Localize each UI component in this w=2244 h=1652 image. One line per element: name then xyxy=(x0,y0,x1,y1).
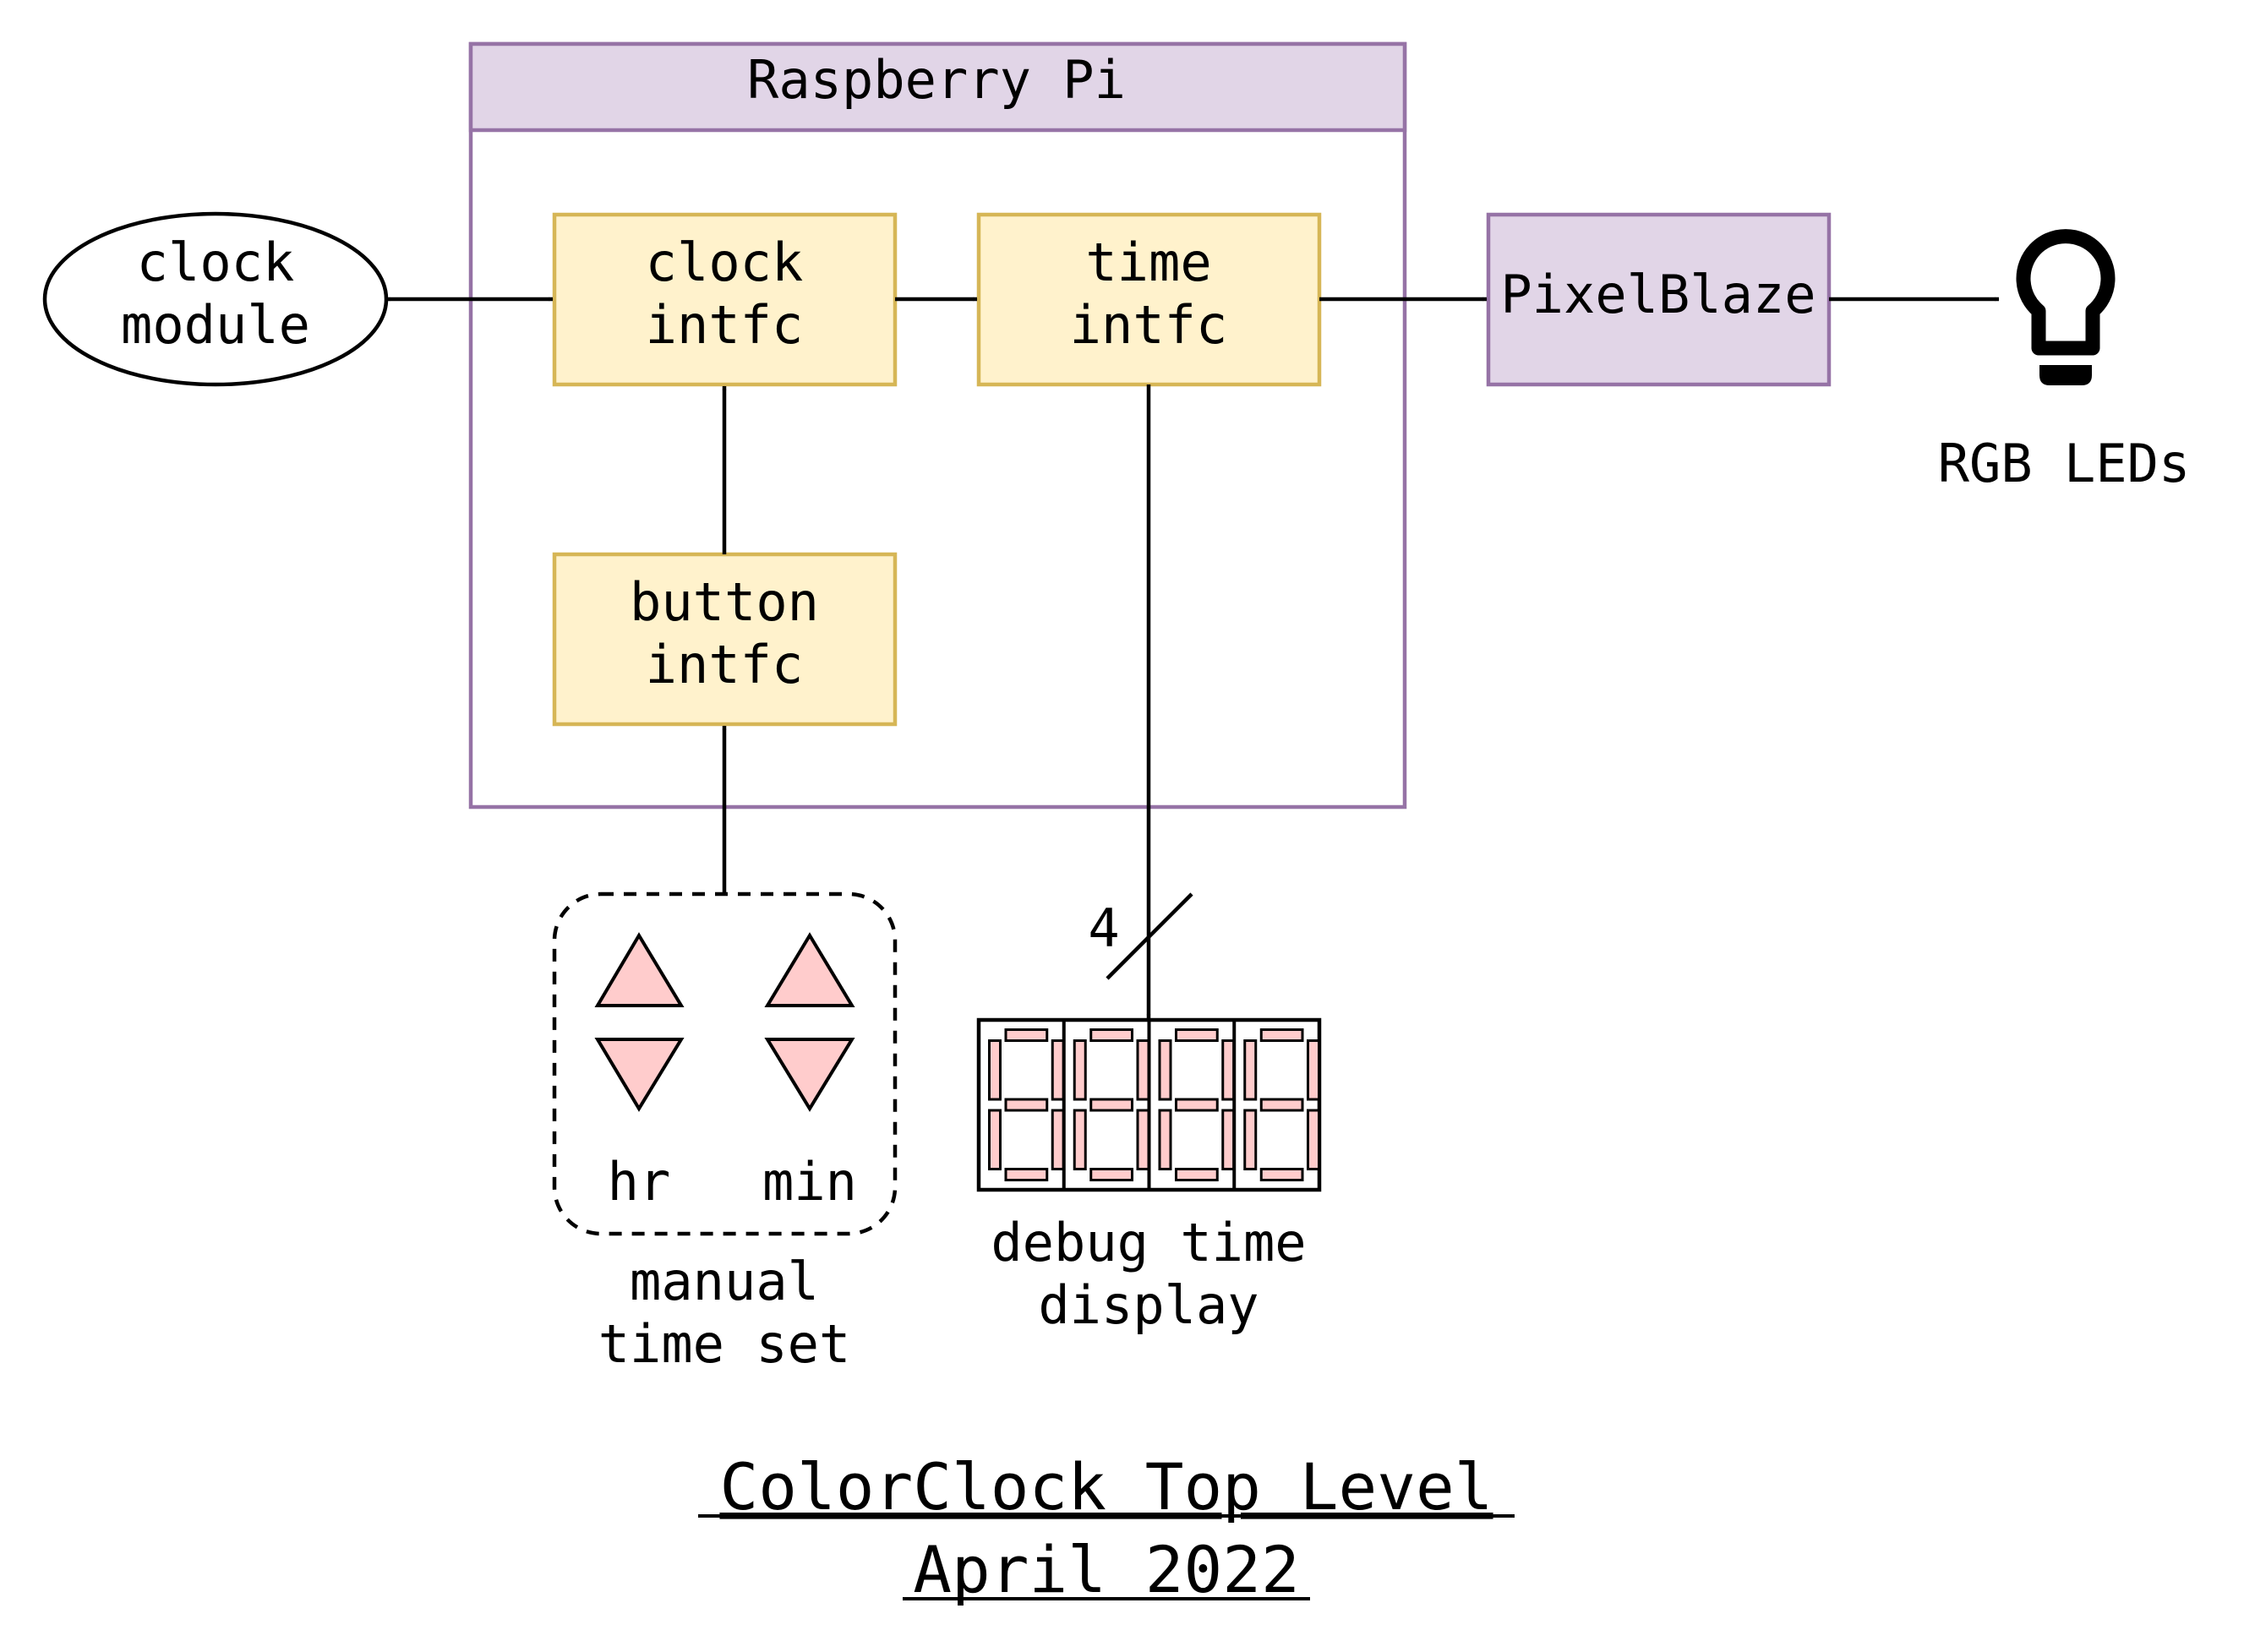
hr-down-button[interactable] xyxy=(594,1038,685,1112)
digit-segment xyxy=(1136,1109,1150,1170)
digit-segment xyxy=(1307,1109,1320,1170)
digit-segment xyxy=(1089,1028,1133,1042)
hr-label: hr xyxy=(608,1151,671,1213)
manual-time-set-caption-2: time set xyxy=(598,1313,851,1375)
seven-segment-display xyxy=(976,1017,1322,1192)
digit-segment xyxy=(1004,1098,1049,1112)
digit-segment xyxy=(988,1109,1002,1170)
digit-segment xyxy=(988,1039,1002,1101)
digit-segment xyxy=(1089,1168,1133,1181)
digit-segment xyxy=(1221,1039,1236,1101)
digit-segment xyxy=(1175,1028,1219,1042)
digit-segment xyxy=(1243,1109,1258,1170)
seven-segment-digit xyxy=(988,1028,1065,1181)
debug-display-caption-1: debug time xyxy=(991,1212,1306,1273)
raspberry-pi-header xyxy=(468,41,1407,133)
button-intfc-label-2: intfc xyxy=(646,634,804,695)
min-down-button[interactable] xyxy=(764,1038,855,1112)
clock-module-label-2: module xyxy=(121,294,310,356)
digit-segment xyxy=(1051,1109,1065,1170)
digit-segment xyxy=(1158,1039,1172,1101)
button-intfc-label-1: button xyxy=(630,571,819,633)
pixelblaze-block: PixelBlaze xyxy=(1486,212,1832,387)
time-intfc-label-2: intfc xyxy=(1070,294,1228,356)
digit-segment xyxy=(1051,1039,1065,1101)
digit-segment xyxy=(1243,1039,1258,1101)
rgb-leds-label: RGB LEDs xyxy=(1938,433,2191,494)
digit-segment xyxy=(1175,1168,1219,1181)
bus-width-label: 4 xyxy=(1088,897,1119,959)
min-label: min xyxy=(762,1151,857,1213)
digit-segment xyxy=(1136,1039,1150,1101)
digit-segment xyxy=(1004,1168,1049,1181)
digit-segment xyxy=(1221,1109,1236,1170)
digit-segment xyxy=(1175,1098,1219,1112)
seven-segment-digit xyxy=(1158,1028,1236,1181)
raspberry-pi-title: Raspberry Pi xyxy=(747,49,1126,111)
hr-up-button[interactable] xyxy=(594,932,685,1007)
digit-segment xyxy=(1307,1039,1320,1101)
bus-width-slash xyxy=(1106,892,1193,980)
clock-module-node: clock module xyxy=(42,211,389,387)
digit-segment xyxy=(1259,1168,1304,1181)
pixelblaze-label: PixelBlaze xyxy=(1500,264,1815,325)
manual-time-set: hr min xyxy=(552,891,898,1236)
digit-segment xyxy=(1089,1098,1133,1112)
time-intfc-block: time intfc xyxy=(976,212,1322,387)
clock-intfc-label-2: intfc xyxy=(646,294,804,356)
min-up-button[interactable] xyxy=(764,932,855,1007)
seven-segment-digit xyxy=(1073,1028,1150,1181)
clock-intfc-block: clock intfc xyxy=(552,212,898,387)
lightbulb-icon xyxy=(2016,229,2116,385)
button-intfc-block: button intfc xyxy=(552,552,898,727)
digit-segment xyxy=(1158,1109,1172,1170)
digit-segment xyxy=(1259,1028,1304,1042)
seven-segment-digit xyxy=(1243,1028,1320,1181)
clock-intfc-label-1: clock xyxy=(646,232,804,293)
digit-segment xyxy=(1073,1039,1087,1101)
manual-time-set-caption-1: manual xyxy=(630,1251,819,1312)
digit-segment xyxy=(1073,1109,1087,1170)
digit-segment xyxy=(1004,1028,1049,1042)
digit-segment xyxy=(1259,1098,1304,1112)
clock-module-label-1: clock xyxy=(137,232,295,293)
time-intfc-label-1: time xyxy=(1085,232,1211,293)
diagram-title: ColorClock Top Level xyxy=(719,1449,1493,1524)
diagram-date: April 2022 xyxy=(913,1532,1300,1607)
debug-display-caption-2: display xyxy=(1038,1274,1258,1336)
